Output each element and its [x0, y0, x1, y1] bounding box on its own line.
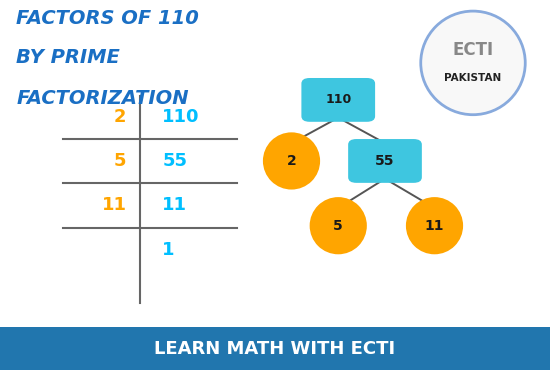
Text: LEARN MATH WITH ECTI: LEARN MATH WITH ECTI — [155, 340, 395, 358]
Text: 5: 5 — [114, 152, 126, 170]
FancyBboxPatch shape — [0, 327, 550, 370]
Text: 55: 55 — [162, 152, 187, 170]
Text: 110: 110 — [162, 108, 200, 125]
Text: ECTI: ECTI — [453, 41, 493, 59]
Text: 110: 110 — [325, 93, 351, 107]
Text: FACTORS OF 110: FACTORS OF 110 — [16, 9, 199, 28]
Text: BY PRIME: BY PRIME — [16, 48, 120, 67]
Ellipse shape — [421, 11, 525, 115]
Text: PAKISTAN: PAKISTAN — [444, 73, 502, 83]
Text: 1: 1 — [162, 241, 175, 259]
Ellipse shape — [263, 132, 320, 189]
Text: 11: 11 — [425, 219, 444, 233]
Text: 2: 2 — [114, 108, 126, 125]
Text: 55: 55 — [375, 154, 395, 168]
FancyBboxPatch shape — [301, 78, 375, 122]
Text: 5: 5 — [333, 219, 343, 233]
Ellipse shape — [406, 197, 463, 254]
FancyBboxPatch shape — [348, 139, 422, 183]
Text: 2: 2 — [287, 154, 296, 168]
Text: 11: 11 — [102, 196, 126, 214]
Ellipse shape — [310, 197, 367, 254]
Text: FACTORIZATION: FACTORIZATION — [16, 89, 189, 108]
Text: 11: 11 — [162, 196, 187, 214]
